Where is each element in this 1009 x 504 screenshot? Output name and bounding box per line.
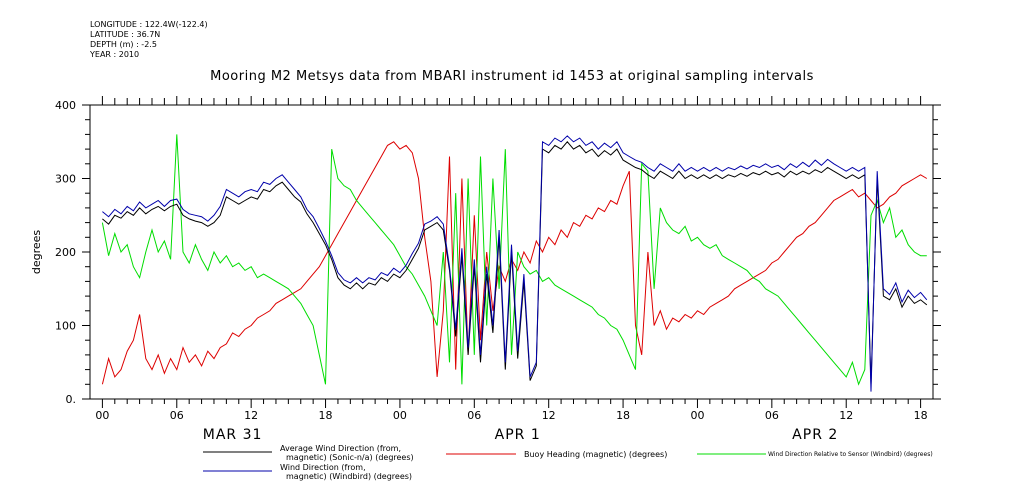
series-line: [101, 141, 928, 385]
y-axis-label: degrees: [30, 230, 43, 275]
year-label: YEAR : 2010: [90, 50, 140, 59]
legend: Average Wind Direction (from,magnetic) (…: [203, 444, 933, 481]
axis-ticks: [82, 96, 941, 408]
legend-label: Average Wind Direction (from,: [280, 444, 401, 453]
legend-label: Buoy Heading (magnetic) (degrees): [524, 450, 667, 459]
x-tick-label: 00: [393, 409, 407, 422]
x-tick-label: 06: [170, 409, 184, 422]
y-tick-label: 0.: [66, 393, 77, 406]
longitude-label: LONGITUDE : 122.4W(-122.4): [90, 20, 208, 29]
series-layer: [101, 134, 928, 392]
series-line: [102, 135, 928, 392]
x-tick-label: 18: [616, 409, 630, 422]
y-tick-label: 400: [55, 99, 76, 112]
x-tick-label: 12: [839, 409, 853, 422]
chart-title: Mooring M2 Metsys data from MBARI instru…: [210, 69, 814, 84]
y-tick-label: 200: [55, 246, 76, 259]
series-line: [102, 141, 928, 385]
y-tick-label: 300: [55, 173, 76, 186]
legend-label: magnetic) (Windbird) (degrees): [286, 472, 412, 481]
x-tick-label: 06: [765, 409, 779, 422]
x-tick-label: 12: [542, 409, 556, 422]
x-tick-label: 00: [690, 409, 704, 422]
legend-label: magnetic) (Sonic-n/a) (degrees): [286, 453, 414, 462]
y-tick-label: 100: [55, 320, 76, 333]
date-label: APR 2: [792, 427, 838, 443]
x-tick-label: 18: [914, 409, 928, 422]
x-tick-label: 00: [95, 409, 109, 422]
legend-label: Wind Direction Relative to Sensor (Windb…: [768, 451, 933, 458]
date-label: APR 1: [495, 427, 541, 443]
date-label: MAR 31: [203, 427, 263, 443]
metadata-block: LONGITUDE : 122.4W(-122.4) LATITUDE : 36…: [90, 20, 208, 60]
depth-label: DEPTH (m) : -2.5: [90, 40, 157, 49]
legend-label: Wind Direction (from,: [280, 463, 366, 472]
latitude-label: LATITUDE : 36.7N: [90, 30, 161, 39]
x-tick-label: 06: [467, 409, 481, 422]
axis-labels: 0. 100 200 300 400 00 06 12 18 00 06 12 18 00 06 12 18 MA…: [55, 99, 928, 443]
x-tick-label: 18: [319, 409, 333, 422]
x-tick-label: 12: [244, 409, 258, 422]
